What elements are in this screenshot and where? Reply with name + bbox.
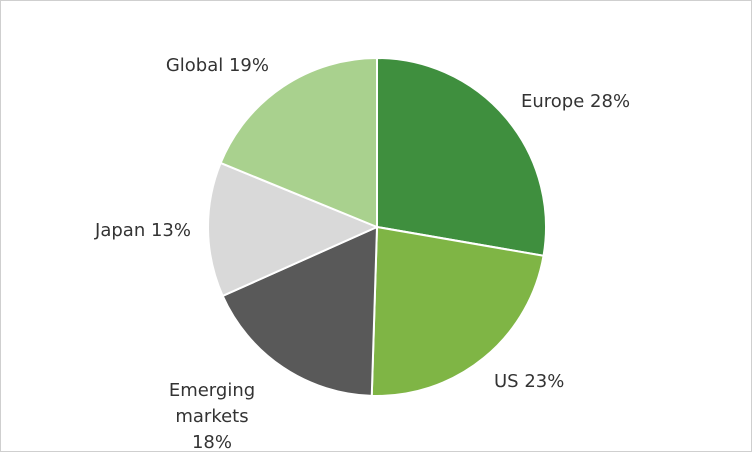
slice-label: Japan 13% (41, 218, 191, 244)
slice-label: Global 19% (101, 53, 269, 79)
label-part: 19% (228, 55, 269, 76)
pie-slice (207, 161, 380, 298)
label-part: Japan (95, 220, 146, 241)
slice-label: Europe 28% (521, 89, 681, 115)
label-part: US (494, 371, 519, 392)
label-part: Global (165, 55, 224, 76)
slice-label: US 23% (494, 369, 614, 395)
label-part: 18% (191, 432, 232, 452)
label-part: Europe (521, 91, 585, 112)
pie-slice (376, 56, 547, 257)
pie-slice (370, 225, 545, 397)
label-part: Emerging markets (168, 380, 256, 427)
label-part: 13% (150, 220, 191, 241)
pie-slice (219, 56, 378, 229)
slice-label: Emerging markets 18% (153, 378, 271, 452)
label-part: 28% (590, 91, 631, 112)
label-part: 23% (524, 371, 565, 392)
pie-slice (221, 225, 379, 397)
